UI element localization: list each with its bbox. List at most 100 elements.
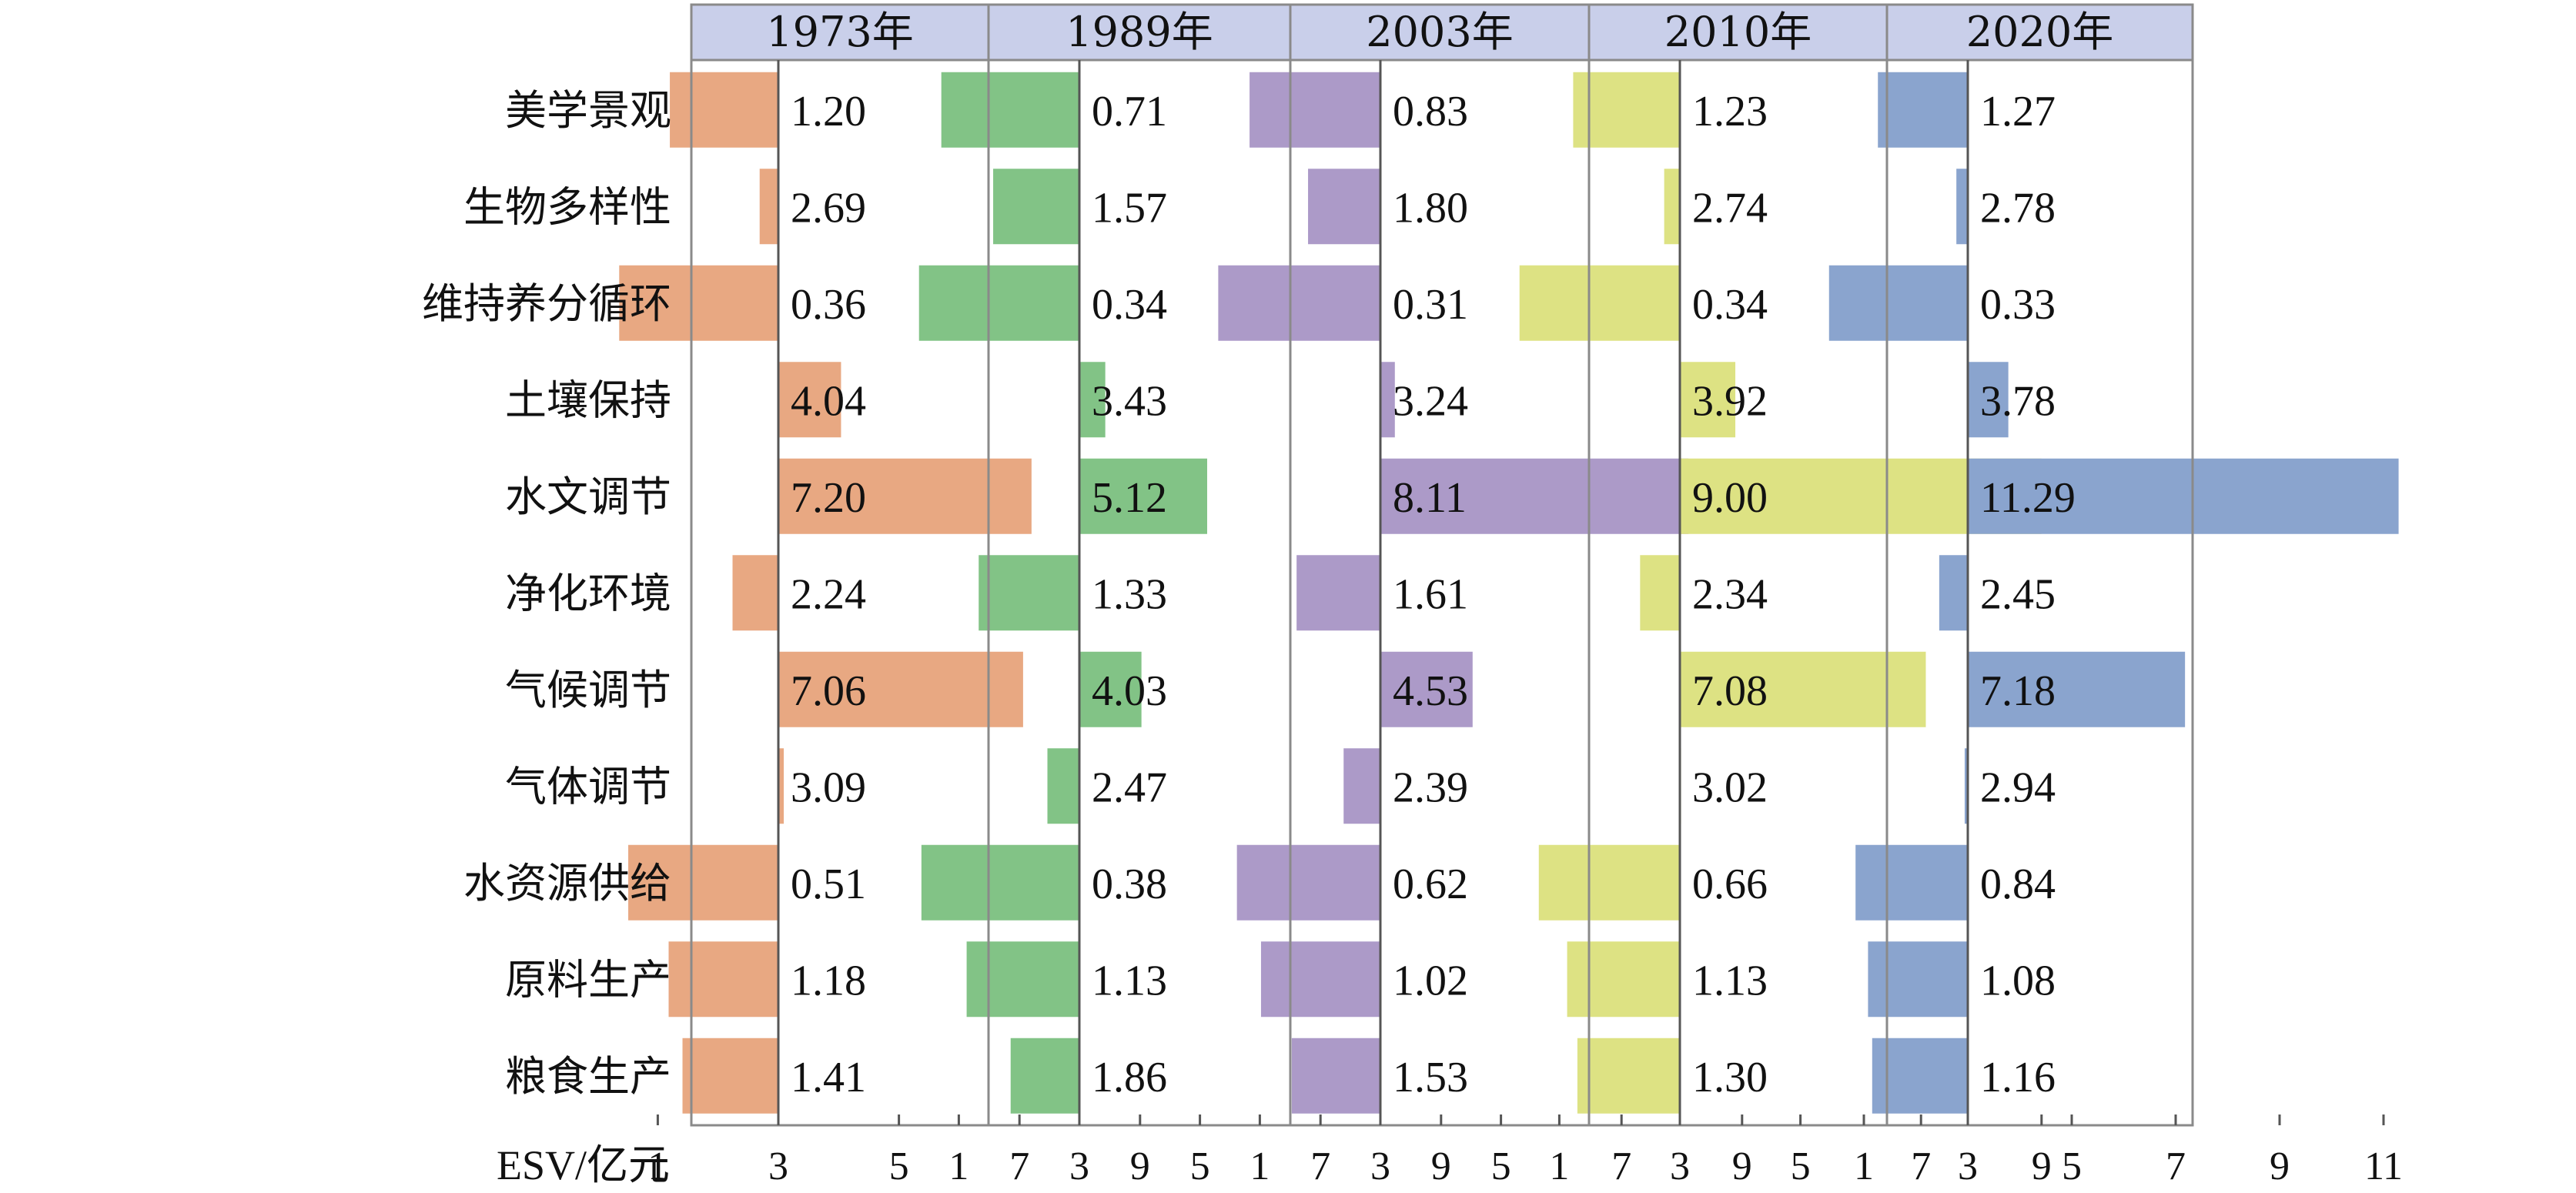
bar bbox=[1956, 169, 1968, 245]
tick-label: 3 bbox=[1370, 1145, 1390, 1188]
data-label: 1.41 bbox=[791, 1054, 866, 1101]
tick-label: 1 bbox=[1854, 1145, 1874, 1188]
data-label: 4.04 bbox=[791, 377, 866, 425]
category-label: 维持养分循环 bbox=[422, 279, 671, 328]
bar bbox=[1047, 748, 1079, 824]
data-label: 0.34 bbox=[1092, 281, 1167, 329]
panel-header bbox=[987, 3, 1292, 62]
category-label: 气体调节 bbox=[505, 762, 671, 810]
bar bbox=[1964, 748, 1968, 824]
tick-label: 7 bbox=[1611, 1145, 1631, 1188]
data-label: 2.45 bbox=[1980, 570, 2056, 618]
tick-label: 9 bbox=[2032, 1145, 2052, 1188]
bar bbox=[628, 844, 778, 921]
data-label: 1.80 bbox=[1393, 184, 1468, 232]
bar bbox=[732, 555, 778, 631]
x-axis-label: ESV/亿元 bbox=[497, 1142, 670, 1188]
bar bbox=[1079, 362, 1106, 438]
tick-label: 7 bbox=[1009, 1145, 1029, 1188]
tick-label: 3 bbox=[768, 1145, 788, 1188]
data-label: 2.69 bbox=[791, 184, 866, 232]
data-label: 3.92 bbox=[1692, 377, 1768, 425]
bar bbox=[668, 941, 778, 1018]
bar bbox=[1680, 362, 1736, 438]
bar bbox=[619, 265, 778, 341]
bar bbox=[941, 72, 1079, 148]
bar bbox=[1573, 72, 1680, 148]
data-label: 4.53 bbox=[1393, 667, 1468, 715]
category-label: 水资源供给 bbox=[463, 859, 671, 907]
data-label: 1.20 bbox=[791, 88, 866, 135]
bar bbox=[1567, 941, 1680, 1018]
bar bbox=[979, 555, 1079, 631]
panel-header bbox=[690, 3, 990, 62]
bars bbox=[619, 72, 2399, 1114]
bar bbox=[1343, 748, 1380, 824]
category-labels: 美学景观生物多样性维持养分循环土壤保持水文调节净化环境气候调节气体调节水资源供给… bbox=[422, 86, 671, 1101]
data-label: 1.16 bbox=[1980, 1054, 2056, 1101]
panel-title: 2020年 bbox=[1966, 8, 2113, 56]
bar bbox=[993, 169, 1079, 245]
tick-label: 7 bbox=[2166, 1145, 2186, 1188]
panel-title: 2010年 bbox=[1664, 8, 1812, 56]
tick-label: 5 bbox=[1491, 1145, 1511, 1188]
data-label: 0.66 bbox=[1692, 860, 1768, 908]
bar bbox=[1218, 265, 1380, 341]
tick-label: 3 bbox=[1670, 1145, 1690, 1188]
data-label: 1.13 bbox=[1092, 957, 1167, 1004]
tick-label: 3 bbox=[1069, 1145, 1089, 1188]
tick-label: 7 bbox=[1310, 1145, 1330, 1188]
tick-label: 9 bbox=[1732, 1145, 1752, 1188]
data-label: 3.09 bbox=[791, 764, 866, 811]
tick-label: 5 bbox=[889, 1145, 909, 1188]
x-axis: ESV/亿元 1 3 5 7 9 1 3 5 7 9 1 3 5 7 9 1 3 5 7 9 1 3 5 7 9 11 bbox=[497, 1114, 2403, 1188]
bar bbox=[1010, 1038, 1079, 1114]
panel-title: 1989年 bbox=[1066, 8, 1213, 56]
category-label: 美学景观 bbox=[505, 86, 671, 135]
data-label: 3.02 bbox=[1692, 764, 1768, 811]
bar bbox=[1236, 844, 1380, 921]
bar bbox=[1250, 72, 1380, 148]
data-label: 1.23 bbox=[1692, 88, 1768, 135]
data-label: 1.57 bbox=[1092, 184, 1167, 232]
tick-label: 1 bbox=[1549, 1145, 1569, 1188]
tick-label: 3 bbox=[1958, 1145, 1978, 1188]
tick-label: 9 bbox=[1130, 1145, 1150, 1188]
data-label: 7.18 bbox=[1980, 667, 2056, 715]
tick-label: 9 bbox=[1431, 1145, 1451, 1188]
data-label: 0.31 bbox=[1393, 281, 1468, 329]
bar bbox=[1968, 362, 2009, 438]
panel-headers: 1973年 1989年 2003年 2010年 2020年 bbox=[690, 3, 2194, 62]
bar bbox=[1664, 169, 1680, 245]
bar bbox=[1868, 941, 1968, 1018]
bar bbox=[1968, 651, 2186, 727]
data-label: 2.74 bbox=[1692, 184, 1768, 232]
bar bbox=[918, 265, 1079, 341]
bar bbox=[1968, 458, 2399, 534]
data-label: 0.84 bbox=[1980, 860, 2056, 908]
data-label: 3.78 bbox=[1980, 377, 2056, 425]
data-label: 0.71 bbox=[1092, 88, 1167, 135]
data-label: 0.62 bbox=[1393, 860, 1468, 908]
bar bbox=[682, 1038, 778, 1114]
data-label: 0.36 bbox=[791, 281, 866, 329]
data-label: 11.29 bbox=[1980, 474, 2076, 522]
category-label: 净化环境 bbox=[505, 569, 671, 617]
tick-label: 7 bbox=[1911, 1145, 1931, 1188]
bar bbox=[1079, 651, 1142, 727]
data-label: 1.13 bbox=[1692, 957, 1768, 1004]
tick-label: 9 bbox=[2270, 1145, 2290, 1188]
data-label: 0.33 bbox=[1980, 281, 2056, 329]
panel-frame bbox=[1885, 58, 2194, 1127]
data-label: 7.06 bbox=[791, 667, 866, 715]
data-label: 2.78 bbox=[1980, 184, 2056, 232]
bar bbox=[778, 362, 841, 438]
data-label: 1.61 bbox=[1393, 570, 1468, 618]
data-label: 4.03 bbox=[1092, 667, 1167, 715]
bar bbox=[1380, 362, 1395, 438]
data-label: 9.00 bbox=[1692, 474, 1768, 522]
tick-label: 1 bbox=[948, 1145, 969, 1188]
data-label: 3.24 bbox=[1393, 377, 1468, 425]
bar bbox=[1577, 1038, 1680, 1114]
